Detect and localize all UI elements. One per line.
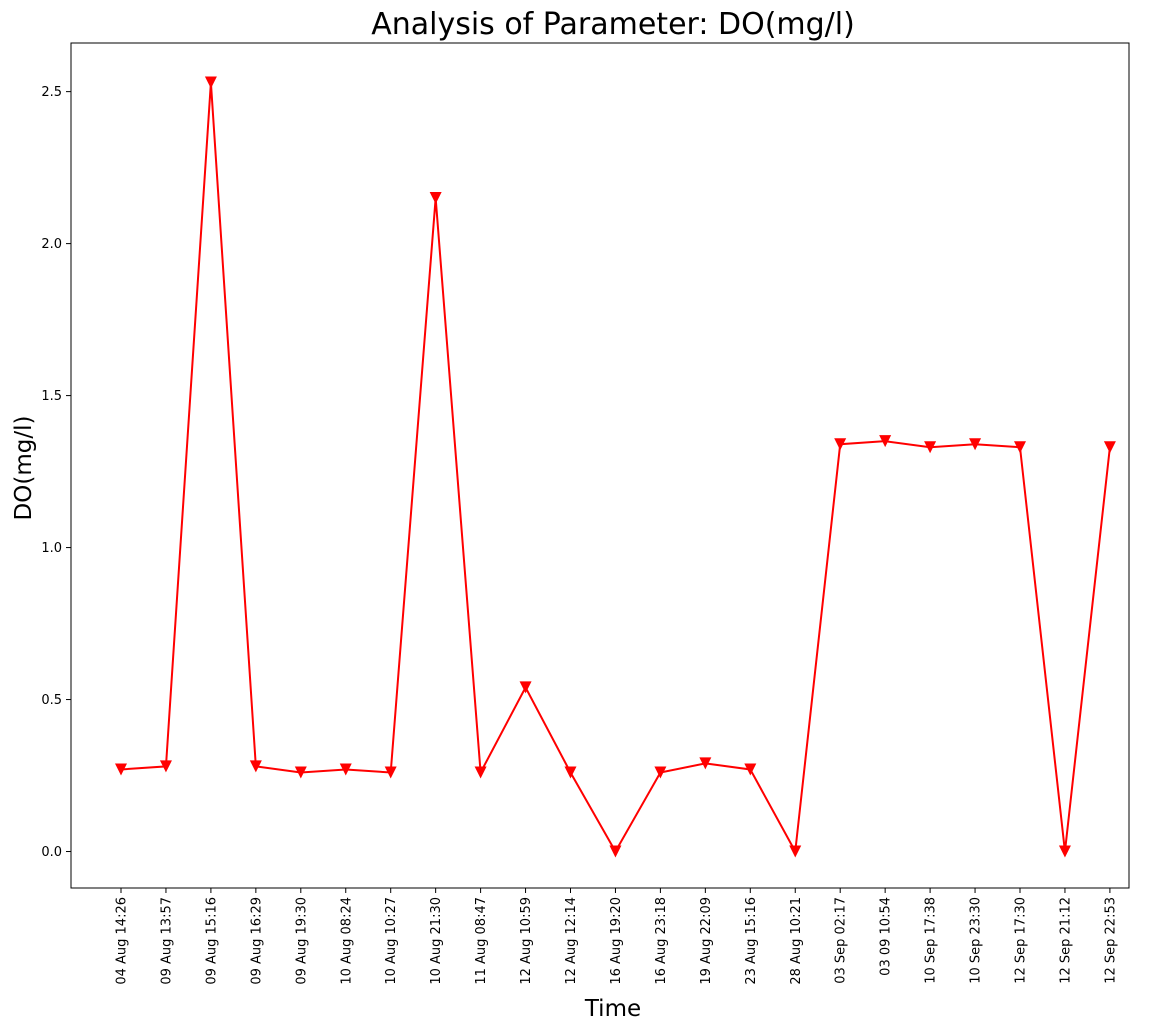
data-point-marker [204, 76, 217, 89]
x-tick-label: 19 Aug 22:09 [699, 897, 714, 985]
data-point-marker [969, 438, 982, 451]
data-point-marker [609, 845, 622, 858]
y-axis-label: DO(mg/l) [11, 416, 37, 521]
y-axis: 0.0 0.5 1.0 1.5 2.0 2.5 [41, 85, 71, 860]
x-tick-label: 10 Aug 08:24 [339, 897, 354, 985]
data-point-marker [879, 435, 892, 448]
x-tick-label: 28 Aug 10:21 [789, 897, 804, 985]
x-tick-label: 16 Aug 23:18 [654, 897, 669, 985]
x-tick-label: 04 Aug 14:26 [115, 897, 130, 985]
y-tick-label: 2.5 [41, 85, 62, 100]
x-tick-label: 10 Aug 21:30 [429, 897, 444, 985]
x-axis-label: Time [584, 996, 641, 1022]
chart-title: Analysis of Parameter: DO(mg/l) [371, 7, 855, 42]
data-point-marker [564, 766, 577, 779]
x-tick-label: 12 Aug 10:59 [519, 897, 534, 985]
y-tick-label: 0.5 [41, 693, 62, 708]
x-axis: 04 Aug 14:26 09 Aug 13:57 09 Aug 15:16 09 A… [115, 888, 1118, 985]
data-point-marker [339, 763, 352, 776]
x-tick-label: 23 Aug 15:16 [744, 897, 759, 985]
data-point-marker [1058, 845, 1071, 858]
data-point-marker [519, 681, 532, 694]
x-tick-label: 03 09 10:54 [879, 897, 894, 976]
y-tick-label: 2.0 [41, 237, 62, 252]
data-point-marker [294, 766, 307, 779]
data-point-marker [249, 760, 262, 773]
data-point-marker [699, 757, 712, 770]
x-tick-label: 16 Aug 19:20 [609, 897, 624, 985]
x-tick-label: 10 Aug 10:27 [384, 897, 399, 985]
data-point-marker [789, 845, 802, 858]
data-point-marker [474, 766, 487, 779]
x-tick-label: 10 Sep 23:30 [969, 897, 984, 984]
data-point-marker [159, 760, 172, 773]
x-tick-label: 03 Sep 02:17 [834, 897, 849, 984]
x-tick-label: 09 Aug 19:30 [294, 897, 309, 985]
x-tick-label: 09 Aug 13:57 [159, 897, 174, 985]
y-tick-label: 1.5 [41, 389, 62, 404]
y-tick-label: 0.0 [41, 845, 62, 860]
data-point-markers [115, 76, 1116, 858]
data-point-marker [834, 438, 847, 451]
data-point-marker [744, 763, 757, 776]
plot-area [70, 42, 1130, 889]
x-tick-label: 09 Aug 15:16 [204, 897, 219, 985]
x-tick-label: 12 Aug 12:14 [564, 897, 579, 985]
data-point-marker [1014, 441, 1026, 454]
x-tick-label: 12 Sep 21:12 [1058, 897, 1073, 984]
data-point-marker [115, 763, 127, 776]
data-point-marker [924, 441, 937, 454]
x-tick-label: 09 Aug 16:29 [249, 897, 264, 985]
y-tick-label: 1.0 [41, 541, 62, 556]
x-tick-label: 10 Sep 17:38 [924, 897, 939, 984]
data-point-marker [1103, 441, 1116, 454]
data-point-marker [654, 766, 667, 779]
data-point-marker [429, 192, 442, 205]
x-tick-label: 12 Sep 22:53 [1103, 897, 1118, 984]
x-tick-label: 12 Sep 17:30 [1014, 897, 1029, 984]
do-series-line [120, 82, 1111, 855]
x-tick-label: 11 Aug 08:47 [474, 897, 489, 985]
data-point-marker [384, 766, 397, 779]
